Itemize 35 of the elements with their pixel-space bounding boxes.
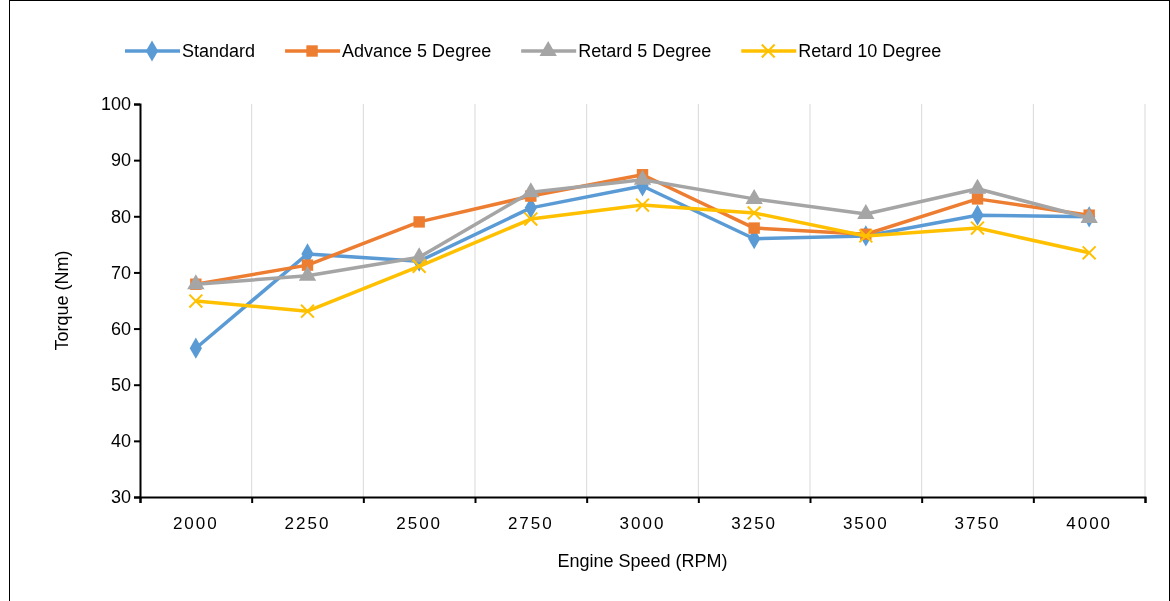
y-tick-label: 80 [110,206,131,227]
point [971,193,984,205]
x-tick-label: 2500 [396,514,443,533]
legend-label: Retard 5 Degree [578,41,712,61]
legend-label: Advance 5 Degree [342,41,492,61]
x-tick-label: 3000 [619,514,666,533]
point [635,197,650,213]
point [1081,245,1097,261]
point [300,303,315,319]
point [857,204,875,220]
point [748,222,760,234]
y-tick-label: 60 [110,318,131,339]
x-tick-label: 4000 [1066,514,1113,533]
point [970,220,985,236]
point [746,205,762,221]
y-tick-label: 40 [110,431,131,452]
y-axis-title: Torque (Nm) [52,250,72,351]
x-tick-label: 3750 [954,514,1001,533]
y-tick-label: 70 [110,262,131,283]
point [411,258,427,274]
legend-label: Standard [182,41,256,61]
legend-label: Retard 10 Degree [798,41,942,61]
x-tick-label: 3250 [731,514,778,533]
point [413,216,425,228]
y-tick-label: 90 [110,150,131,171]
y-tick-label: 100 [100,94,131,115]
y-tick-label: 30 [110,487,131,508]
x-tick-label: 2750 [507,514,554,533]
x-tick-label: 3500 [842,514,889,533]
point [188,293,204,309]
point [523,211,539,227]
x-tick-label: 2250 [284,514,331,533]
x-tick-label: 2000 [172,514,219,533]
y-tick-label: 50 [110,374,131,395]
x-axis-title: Engine Speed (RPM) [557,551,728,571]
